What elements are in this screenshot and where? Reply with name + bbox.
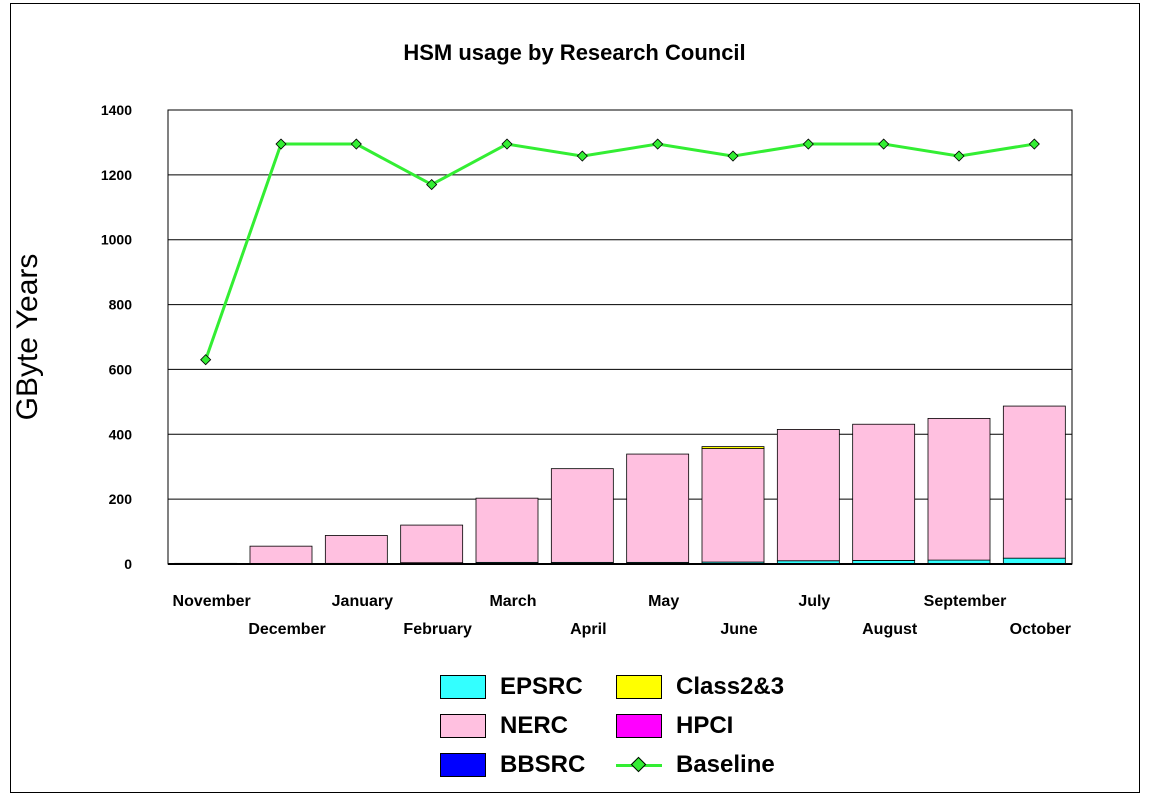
legend-swatch xyxy=(440,753,486,777)
bar-nerc xyxy=(776,429,840,562)
point-baseline xyxy=(953,150,965,162)
bar-nerc xyxy=(927,417,991,561)
y-tick-label: 1200 xyxy=(101,167,132,183)
x-tick-label: April xyxy=(570,621,606,638)
bar-nerc xyxy=(550,468,614,563)
legend-item: EPSRC xyxy=(440,672,583,702)
x-tick-label: October xyxy=(1010,621,1071,638)
chart-title: HSM usage by Research Council xyxy=(403,40,746,65)
point-baseline xyxy=(576,150,588,162)
bar-nerc xyxy=(400,524,464,564)
x-tick-label: July xyxy=(798,593,830,610)
bar-nerc xyxy=(324,535,388,564)
y-tick-label: 800 xyxy=(109,297,133,313)
point-baseline xyxy=(200,354,212,366)
legend-item: Class2&3 xyxy=(616,672,784,702)
legend: EPSRC Class2&3 NERC HPCI BBSRC Baseline xyxy=(440,672,860,782)
point-baseline xyxy=(1028,138,1040,150)
point-baseline xyxy=(802,138,814,150)
x-tick-label: December xyxy=(248,621,325,638)
legend-label: NERC xyxy=(500,712,569,739)
bar-nerc xyxy=(852,423,916,561)
x-tick-label: August xyxy=(862,621,918,638)
legend-label: HPCI xyxy=(676,712,734,739)
legend-swatch xyxy=(440,675,486,699)
y-tick-label: 1400 xyxy=(101,102,132,118)
y-tick-label: 1000 xyxy=(101,232,132,248)
bar-nerc xyxy=(626,453,690,563)
legend-swatch xyxy=(616,714,662,738)
bar-nerc xyxy=(1002,405,1066,559)
legend-label: Class2&3 xyxy=(676,673,785,700)
point-baseline xyxy=(878,138,890,150)
x-tick-label: March xyxy=(489,593,536,610)
legend-label: EPSRC xyxy=(500,673,583,700)
x-tick-label: November xyxy=(173,593,251,610)
legend-line-swatch xyxy=(616,753,662,777)
legend-swatch xyxy=(616,675,662,699)
x-tick-label: January xyxy=(332,593,393,610)
legend-item: HPCI xyxy=(616,711,733,741)
y-tick-label: 200 xyxy=(109,491,133,507)
y-tick-label: 600 xyxy=(109,361,133,377)
point-baseline xyxy=(727,150,739,162)
legend-item: Baseline xyxy=(616,750,775,780)
bar-nerc xyxy=(249,545,313,565)
bar-class2-3 xyxy=(701,446,765,449)
legend-swatch xyxy=(440,714,486,738)
legend-item: BBSRC xyxy=(440,750,585,780)
series-line-baseline xyxy=(204,142,1035,361)
x-tick-label: September xyxy=(924,593,1007,610)
legend-item: NERC xyxy=(440,711,568,741)
point-baseline xyxy=(652,138,664,150)
x-tick-label: February xyxy=(403,621,472,638)
legend-label: Baseline xyxy=(676,751,775,778)
y-tick-label: 400 xyxy=(109,426,133,442)
bar-nerc xyxy=(701,448,765,563)
chart-frame xyxy=(10,3,1140,793)
bar-nerc xyxy=(475,497,539,563)
point-baseline xyxy=(275,138,287,150)
x-tick-label: June xyxy=(720,621,757,638)
point-baseline xyxy=(501,138,513,150)
x-tick-label: May xyxy=(648,593,679,610)
legend-label: BBSRC xyxy=(500,751,586,778)
y-tick-label: 0 xyxy=(124,556,132,572)
point-baseline xyxy=(426,179,438,191)
point-baseline xyxy=(350,138,362,150)
